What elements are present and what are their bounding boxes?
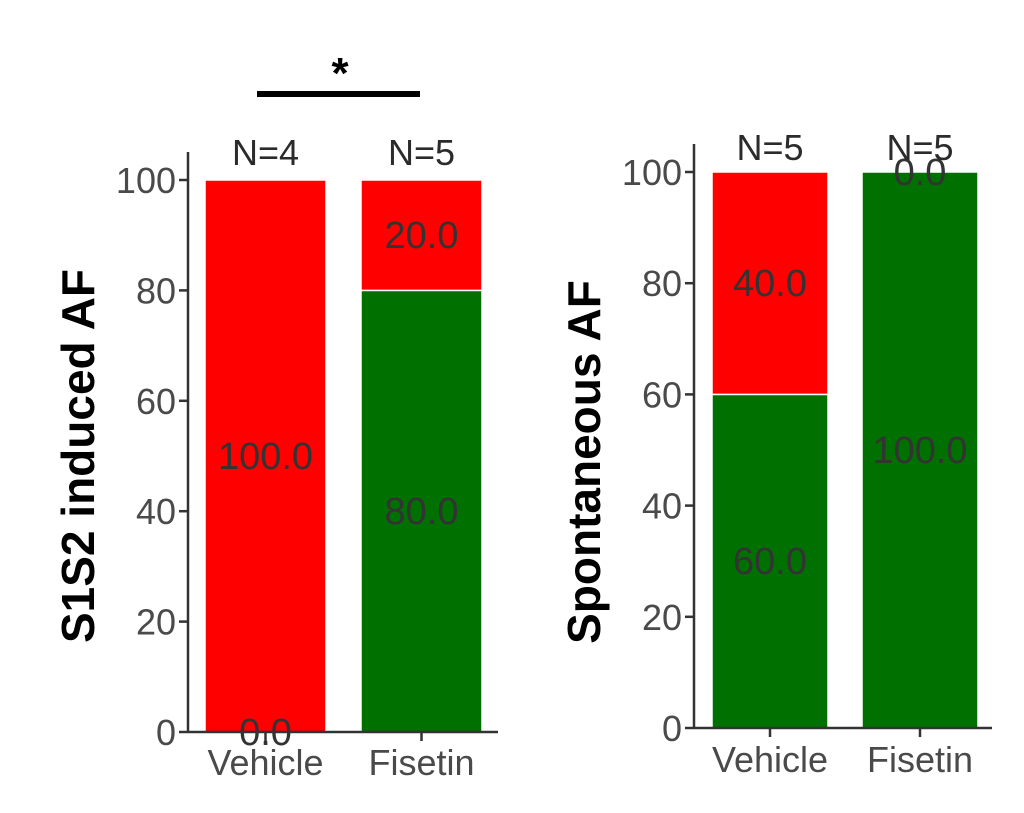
n-label: N=5	[886, 127, 953, 168]
y-tick-label: 20	[136, 602, 176, 643]
n-label: N=5	[388, 132, 455, 173]
bar-fisetin-series-0	[360, 289, 483, 733]
y-tick-label: 80	[642, 263, 682, 304]
y-tick-label: 0	[662, 708, 682, 749]
y-axis-title: Spontaneous AF	[558, 280, 610, 644]
data-label: 100.0	[872, 430, 967, 472]
y-tick-label: 60	[136, 381, 176, 422]
x-tick-label: Fisetin	[368, 742, 474, 783]
y-axis-title: S1S2 induced AF	[52, 269, 104, 643]
y-tick-label: 40	[642, 486, 682, 527]
y-tick-label: 80	[136, 270, 176, 311]
y-tick-label: 0	[156, 712, 176, 753]
data-label: 60.0	[733, 541, 807, 583]
y-tick-label: 100	[622, 152, 682, 193]
y-tick-label: 100	[116, 160, 176, 201]
bar-vehicle-series-0	[711, 393, 829, 729]
y-tick-label: 20	[642, 597, 682, 638]
data-label: 20.0	[385, 215, 459, 257]
x-tick-label: Vehicle	[712, 739, 828, 780]
right-panel: 60.0 40.0 100.0 0.0 0 20 40 60 80 100 Vehicle N=5 Fi…	[558, 127, 992, 780]
bar-fisetin-series-0	[861, 171, 979, 729]
y-tick-label: 60	[642, 374, 682, 415]
bar-vehicle-series-1	[711, 171, 829, 396]
data-label: 80.0	[385, 491, 459, 533]
bar-vehicle-series-1	[204, 179, 327, 733]
data-label: 100.0	[218, 436, 313, 478]
x-tick-label: Vehicle	[207, 742, 323, 783]
n-label: N=4	[232, 132, 299, 173]
n-label: N=5	[736, 127, 803, 168]
significance-star: *	[331, 49, 349, 98]
left-panel: 0.0100.080.020.0020406080100VehicleN=4Fi…	[52, 49, 498, 783]
y-tick-label: 40	[136, 491, 176, 532]
data-label: 0.0	[894, 152, 947, 194]
data-label: 40.0	[733, 263, 807, 305]
x-tick-label: Fisetin	[867, 739, 973, 780]
bar-fisetin-series-1	[360, 179, 483, 292]
